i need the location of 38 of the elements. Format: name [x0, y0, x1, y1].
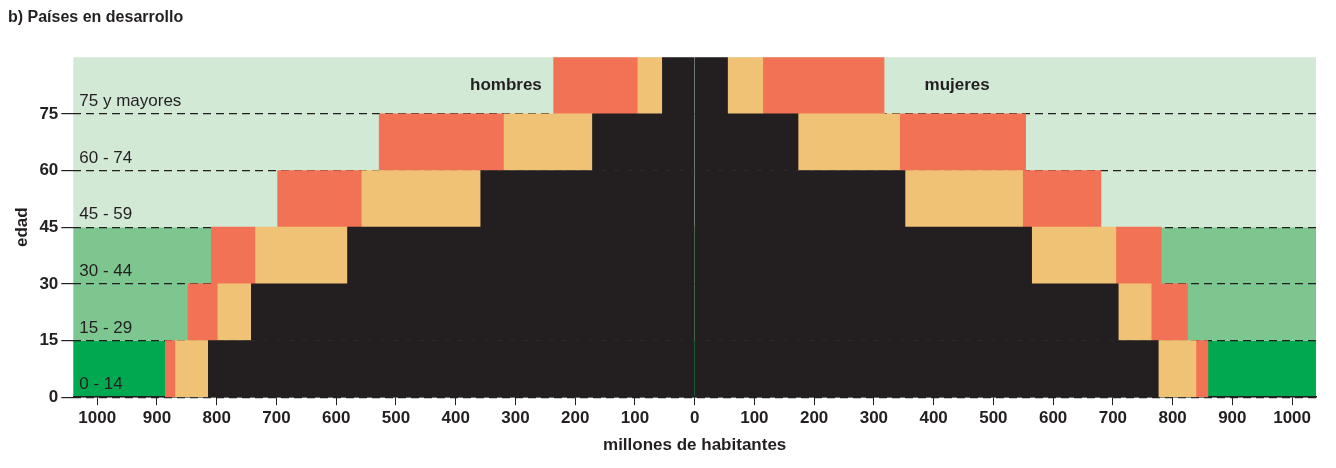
y2-tick-label: 15	[39, 330, 59, 350]
y-tick-label: 30 - 44	[79, 261, 133, 281]
x-tick-label: 500	[381, 408, 411, 428]
x-tick-label: 300	[501, 408, 530, 428]
y-tick-label: 60 - 74	[79, 147, 133, 167]
x-tick-label: 800	[202, 408, 231, 428]
y2-tick-label: 60	[39, 160, 59, 180]
x-tick-label: 200	[799, 408, 829, 428]
y-tick-label: 45 - 59	[79, 204, 133, 224]
x-tick-label: 900	[142, 408, 172, 428]
y-tick-label: 75 y mayores	[79, 91, 182, 111]
annotation: hombres	[470, 75, 542, 95]
y2-tick-label: 0	[48, 386, 59, 406]
x-tick-label: 100	[620, 408, 650, 428]
x-tick-label: 1000	[78, 408, 117, 428]
x-tick-label: 900	[1218, 408, 1247, 428]
x-axis-title: millones de habitantes	[603, 435, 787, 455]
x-tick-label: 700	[262, 408, 291, 428]
y2-tick-label: 45	[39, 216, 59, 236]
x-tick-label: 0	[689, 408, 700, 428]
x-tick-label: 400	[919, 408, 948, 428]
x-tick-label: 600	[322, 408, 351, 428]
y2-tick-label: 30	[39, 273, 59, 293]
x-tick-label: 500	[979, 408, 1008, 428]
x-tick-label: 600	[1038, 408, 1068, 428]
annotation: mujeres	[924, 75, 990, 95]
y-tick-label: 15 - 29	[79, 317, 133, 337]
x-tick-label: 700	[1098, 408, 1128, 428]
y2-axis-title: edad	[11, 207, 31, 248]
x-tick-label: 100	[740, 408, 769, 428]
x-tick-label: 300	[859, 408, 889, 428]
x-tick-label: 800	[1158, 408, 1187, 428]
x-tick-label: 400	[441, 408, 470, 428]
x-tick-label: 200	[560, 408, 590, 428]
y-tick-label: 0 - 14	[79, 374, 123, 394]
y2-tick-label: 75	[39, 103, 59, 123]
x-tick-label: 1000	[1273, 408, 1312, 428]
chart-title: b) Países en desarrollo	[8, 8, 184, 26]
